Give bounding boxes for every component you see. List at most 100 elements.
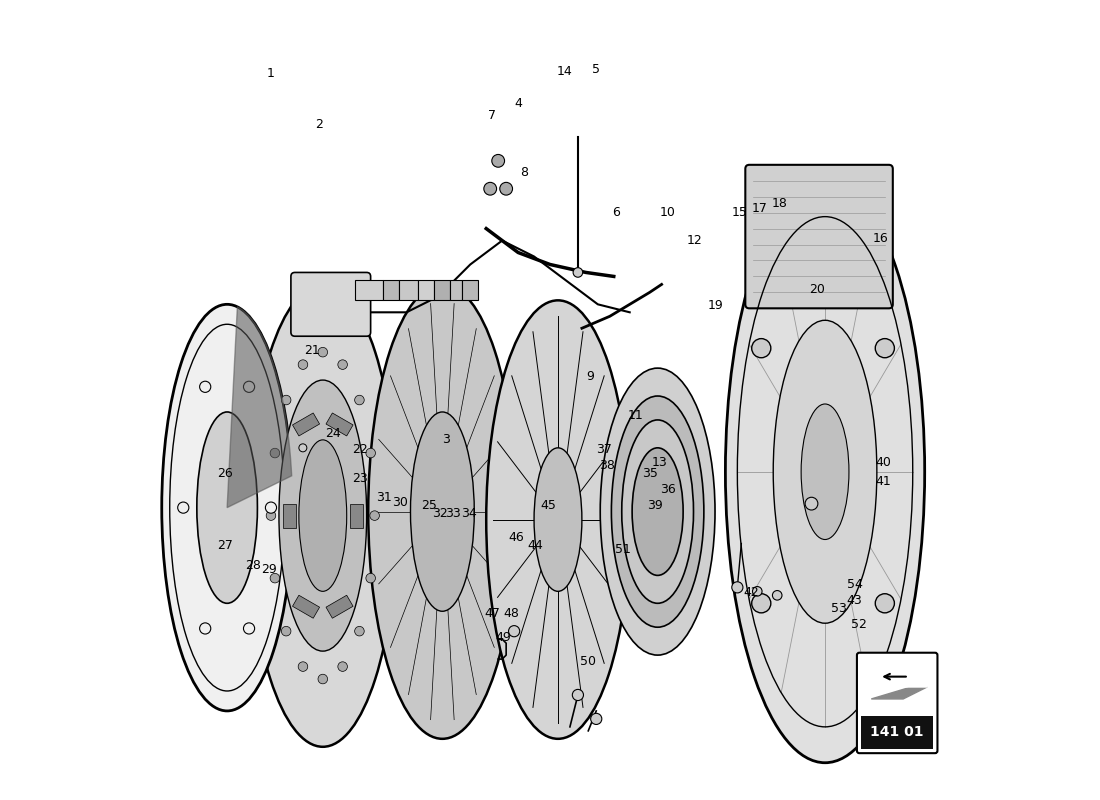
Text: 28: 28 bbox=[245, 559, 262, 572]
Circle shape bbox=[271, 574, 279, 583]
Text: 37: 37 bbox=[596, 443, 612, 456]
Ellipse shape bbox=[612, 396, 704, 627]
Text: 39: 39 bbox=[647, 498, 663, 512]
Circle shape bbox=[243, 382, 254, 392]
Text: 7: 7 bbox=[487, 109, 496, 122]
Text: 21: 21 bbox=[305, 344, 320, 357]
Text: 13: 13 bbox=[652, 456, 668, 469]
Polygon shape bbox=[227, 307, 292, 508]
Circle shape bbox=[751, 594, 771, 613]
Text: 19: 19 bbox=[708, 299, 724, 313]
Text: 46: 46 bbox=[508, 530, 525, 544]
Text: 141 01: 141 01 bbox=[870, 726, 924, 739]
Text: 44: 44 bbox=[528, 538, 543, 551]
Polygon shape bbox=[871, 687, 927, 699]
Circle shape bbox=[354, 395, 364, 405]
Text: 20: 20 bbox=[810, 283, 825, 297]
Text: 31: 31 bbox=[376, 490, 392, 504]
Text: 23: 23 bbox=[352, 472, 368, 485]
Ellipse shape bbox=[535, 448, 582, 591]
Bar bbox=[326, 413, 353, 436]
Text: 49: 49 bbox=[496, 631, 512, 644]
Bar bbox=[350, 504, 363, 527]
Text: 29: 29 bbox=[262, 563, 277, 576]
Bar bbox=[293, 413, 320, 436]
Text: 48: 48 bbox=[504, 607, 519, 620]
Circle shape bbox=[370, 511, 379, 520]
Text: 3: 3 bbox=[442, 434, 450, 446]
Text: 53: 53 bbox=[830, 602, 847, 615]
Text: 45: 45 bbox=[540, 498, 557, 512]
Text: 24: 24 bbox=[326, 427, 341, 440]
Bar bbox=[861, 716, 934, 749]
Text: 40: 40 bbox=[876, 456, 891, 469]
Circle shape bbox=[265, 502, 276, 514]
Bar bbox=[418, 281, 434, 300]
Ellipse shape bbox=[299, 440, 346, 591]
Circle shape bbox=[178, 502, 189, 514]
Text: 12: 12 bbox=[688, 234, 703, 247]
Ellipse shape bbox=[410, 412, 474, 611]
Circle shape bbox=[298, 360, 308, 370]
Bar bbox=[283, 504, 296, 527]
Text: 34: 34 bbox=[461, 506, 476, 520]
Text: 11: 11 bbox=[628, 410, 643, 422]
Text: 9: 9 bbox=[586, 370, 594, 382]
Text: 41: 41 bbox=[876, 475, 891, 488]
Ellipse shape bbox=[725, 181, 925, 762]
Text: 32: 32 bbox=[432, 506, 448, 520]
Circle shape bbox=[282, 395, 290, 405]
Text: 16: 16 bbox=[873, 233, 889, 246]
Circle shape bbox=[492, 154, 505, 167]
Ellipse shape bbox=[249, 285, 397, 746]
Text: 14: 14 bbox=[557, 65, 572, 78]
Bar bbox=[434, 281, 450, 300]
Circle shape bbox=[752, 586, 762, 596]
Text: 38: 38 bbox=[600, 459, 615, 472]
Text: 25: 25 bbox=[421, 498, 437, 512]
Circle shape bbox=[199, 382, 211, 392]
Ellipse shape bbox=[773, 320, 877, 623]
Circle shape bbox=[366, 448, 375, 458]
Ellipse shape bbox=[486, 300, 629, 739]
Text: 2: 2 bbox=[315, 118, 322, 131]
Circle shape bbox=[318, 347, 328, 357]
Bar bbox=[398, 281, 418, 300]
Text: 52: 52 bbox=[851, 618, 867, 631]
Circle shape bbox=[271, 448, 279, 458]
Text: 4: 4 bbox=[514, 97, 522, 110]
Circle shape bbox=[366, 574, 375, 583]
Circle shape bbox=[772, 590, 782, 600]
Ellipse shape bbox=[632, 448, 683, 575]
Ellipse shape bbox=[621, 420, 693, 603]
Text: 51: 51 bbox=[615, 543, 631, 556]
Text: eurob: eurob bbox=[431, 398, 669, 466]
Bar bbox=[450, 281, 462, 300]
Text: 5: 5 bbox=[592, 62, 601, 76]
Circle shape bbox=[298, 662, 308, 671]
Text: 27: 27 bbox=[217, 538, 232, 551]
Circle shape bbox=[354, 626, 364, 636]
Circle shape bbox=[338, 662, 348, 671]
Bar bbox=[354, 281, 383, 300]
Circle shape bbox=[484, 182, 496, 195]
Text: 43: 43 bbox=[847, 594, 862, 607]
Text: 30: 30 bbox=[392, 495, 408, 509]
Text: 42: 42 bbox=[742, 586, 759, 599]
Text: 6: 6 bbox=[613, 206, 620, 219]
Text: 8: 8 bbox=[519, 166, 528, 179]
Text: 47: 47 bbox=[485, 607, 501, 620]
Circle shape bbox=[732, 582, 742, 593]
Ellipse shape bbox=[368, 285, 517, 739]
FancyBboxPatch shape bbox=[857, 653, 937, 753]
Circle shape bbox=[508, 626, 519, 637]
Text: 1: 1 bbox=[267, 66, 275, 80]
Text: 35: 35 bbox=[641, 467, 658, 480]
Bar bbox=[293, 595, 320, 618]
Circle shape bbox=[338, 360, 348, 370]
Circle shape bbox=[876, 594, 894, 613]
Text: 22: 22 bbox=[352, 443, 368, 456]
Circle shape bbox=[243, 623, 254, 634]
Bar bbox=[326, 595, 353, 618]
Text: 18: 18 bbox=[771, 197, 788, 210]
